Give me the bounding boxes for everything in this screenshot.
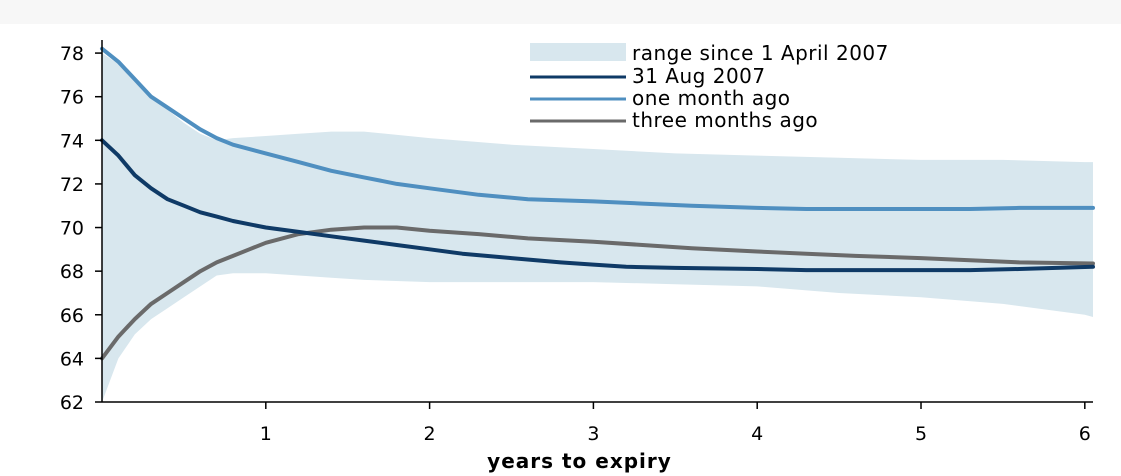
legend-label-31-aug-2007: 31 Aug 2007: [632, 64, 766, 88]
y-tick-label: 74: [60, 130, 84, 152]
x-tick-label: 4: [751, 423, 763, 445]
y-tick-label: 62: [60, 392, 84, 414]
series-line-31-aug-2007: [100, 138, 1095, 273]
range-band-layer: [102, 53, 1093, 402]
series-layer: [100, 46, 1095, 361]
x-tick-label: 6: [1079, 423, 1091, 445]
series-line-three-months-ago: [100, 225, 1095, 361]
legend-swatch-range: [530, 43, 626, 61]
top-band: [0, 0, 1121, 24]
y-tick-label: 72: [60, 174, 84, 196]
x-ticks: 1 2 3 4 5 6: [260, 402, 1091, 445]
y-tick-label: 66: [60, 305, 84, 327]
x-axis-label: years to expiry: [487, 449, 672, 473]
y-tick-label: 64: [60, 348, 84, 370]
range-band: [102, 53, 1093, 402]
x-tick-label: 1: [260, 423, 272, 445]
legend-label-one-month-ago: one month ago: [632, 86, 791, 110]
series-line-one-month-ago: [100, 46, 1095, 211]
legend-label-three-months-ago: three months ago: [632, 108, 818, 132]
legend-label-range: range since 1 April 2007: [632, 41, 889, 65]
y-tick-label: 78: [60, 43, 84, 65]
x-tick-label: 2: [424, 423, 436, 445]
y-tick-label: 76: [60, 87, 84, 109]
y-tick-label: 70: [60, 218, 84, 240]
y-ticks: 62 64 66 68 70 72 74 76 78: [60, 43, 102, 414]
legend: range since 1 April 2007 31 Aug 2007 one…: [530, 41, 889, 132]
axes-layer: [101, 40, 1093, 403]
x-tick-label: 3: [587, 423, 599, 445]
x-tick-label: 5: [915, 423, 927, 445]
y-tick-label: 68: [60, 261, 84, 283]
